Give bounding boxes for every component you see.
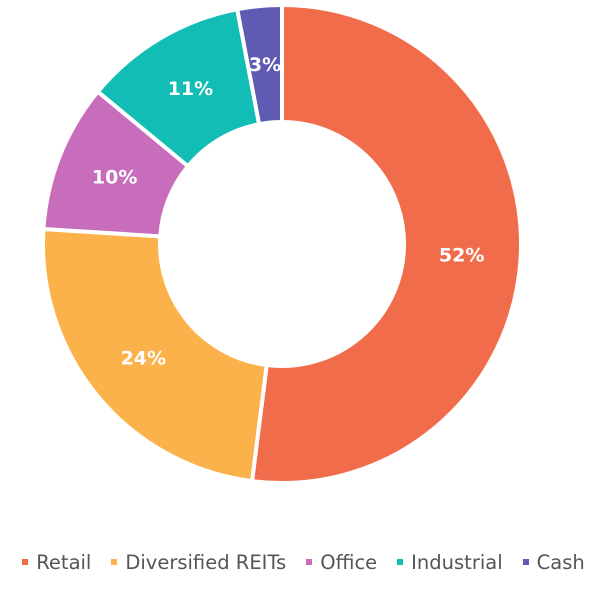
legend-label: Retail — [36, 550, 92, 574]
slice-label-office: 10% — [92, 167, 137, 189]
legend-swatch-industrial — [397, 559, 404, 565]
legend-item-office: Office — [306, 551, 377, 574]
slice-retail — [249, 2, 523, 485]
donut-chart: 52% 24% 10% 11% 3% — [41, 2, 523, 485]
slice-diversified-reits — [41, 226, 269, 484]
slice-label-retail: 52% — [439, 244, 484, 266]
legend-item-diversified-reits: Diversified REITs — [111, 551, 286, 574]
slice-labels: 52% 24% 10% 11% 3% — [92, 54, 484, 370]
chart-legend: Retail Diversified REITs Office Industrial C… — [0, 546, 607, 578]
legend-item-cash: Cash — [522, 550, 585, 574]
legend-label: Office — [320, 550, 378, 574]
legend-label: Industrial — [411, 550, 503, 574]
legend-swatch-cash — [522, 559, 529, 565]
legend-item-retail: Retail — [22, 551, 91, 574]
legend-item-industrial: Industrial — [397, 550, 503, 574]
slice-label-cash: 3% — [249, 54, 281, 76]
donut-slices — [41, 2, 523, 485]
slice-label-industrial: 11% — [168, 78, 213, 100]
legend-swatch-office — [306, 559, 313, 565]
legend-swatch-diversified-reits — [111, 559, 118, 565]
legend-label: Cash — [536, 550, 585, 574]
legend-label: Diversified REITs — [125, 550, 287, 574]
slice-cash — [234, 2, 284, 127]
legend-swatch-retail — [22, 559, 29, 565]
slice-label-diversified-reits: 24% — [121, 348, 166, 370]
